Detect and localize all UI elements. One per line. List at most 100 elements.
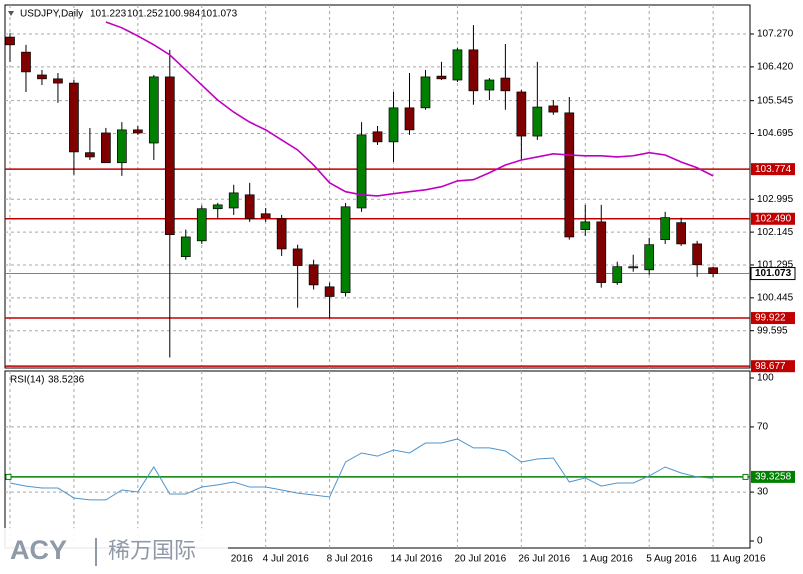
candle-body — [692, 243, 702, 266]
y-tick-label: 99.595 — [757, 325, 788, 336]
candle-body — [596, 221, 607, 283]
candle-body — [180, 236, 191, 258]
rsi-title: RSI(14) — [10, 375, 44, 386]
candle-body — [612, 266, 623, 283]
candle-body — [420, 76, 431, 109]
y-tick-label: 106.420 — [757, 61, 794, 72]
x-tick-label: 14 Jul 2016 — [391, 554, 443, 565]
level-label: 39.3258 — [755, 472, 792, 483]
candle-body — [676, 222, 687, 245]
candle-body — [5, 36, 15, 46]
current-price-box — [750, 267, 796, 281]
y-tick-label: 102.995 — [757, 194, 794, 205]
x-tick-label: 4 Jul 2016 — [263, 554, 310, 565]
candle-body — [436, 75, 447, 80]
candle-body — [148, 76, 159, 144]
level-label: 103.774 — [755, 164, 792, 175]
header-high: 101.252 — [127, 9, 164, 20]
symbol-icon — [8, 11, 14, 16]
candle-body — [164, 76, 175, 235]
header-open: 101.223 — [90, 9, 127, 20]
candle-body — [404, 107, 415, 131]
y-tick-label: 102.145 — [757, 227, 794, 238]
watermark-name: 稀万国际 — [108, 538, 196, 563]
moving-average — [105, 21, 714, 197]
candle-body — [324, 286, 335, 297]
x-tick-label: 2016 — [231, 554, 254, 565]
watermark: ACY 稀万国际 — [0, 528, 228, 574]
watermark-brand: ACY — [10, 535, 67, 565]
candle-body — [548, 105, 559, 113]
level-handle — [5, 473, 12, 480]
rsi-frame — [4, 370, 751, 549]
y-tick-label: 104.695 — [757, 128, 794, 139]
level-handle — [742, 473, 749, 480]
level-label-box — [751, 163, 795, 176]
candle-body — [117, 129, 127, 164]
x-tick-label: 5 Aug 2016 — [646, 554, 697, 565]
candle-body — [628, 266, 639, 269]
y-tick-label: 70 — [757, 422, 769, 433]
y-tick-label: 0 — [757, 536, 763, 547]
candle-body — [276, 218, 287, 250]
rsi-line — [9, 438, 714, 501]
candle-body — [308, 264, 319, 286]
candle-body — [532, 106, 543, 137]
level-label: 98.677 — [755, 361, 786, 372]
candle-body — [132, 129, 143, 134]
candle-body — [228, 192, 239, 209]
candle-body — [484, 79, 495, 91]
y-tick-label: 30 — [757, 487, 769, 498]
x-tick-label: 1 Aug 2016 — [582, 554, 633, 565]
x-tick-label: 26 Jul 2016 — [518, 554, 570, 565]
symbol: USDJPY,Daily — [20, 9, 83, 20]
x-tick-label: 11 Aug 2016 — [710, 554, 766, 565]
candle-body — [292, 248, 303, 266]
candle-body — [516, 91, 527, 137]
candle-body — [388, 107, 399, 143]
level-label-box — [751, 212, 795, 225]
rsi-value: 38.5236 — [48, 375, 85, 386]
header-close: 101.073 — [201, 9, 238, 20]
level-label-box — [751, 312, 795, 325]
level-label: 99.922 — [755, 313, 786, 324]
candle-body — [244, 194, 255, 220]
candle-body — [37, 74, 47, 80]
candle-body — [21, 51, 31, 73]
candle-body — [260, 213, 271, 218]
candle-body — [101, 132, 111, 164]
candle-body — [564, 112, 575, 238]
candle-body — [452, 49, 463, 81]
candle-body — [340, 206, 351, 293]
current-price-label: 101.073 — [755, 268, 792, 279]
candle-body — [196, 208, 207, 242]
candle-body — [53, 78, 63, 84]
candle-body — [356, 134, 367, 209]
candle-body — [660, 217, 671, 241]
candle-body — [85, 152, 95, 158]
level-label-box — [751, 360, 795, 373]
y-tick-label: 107.270 — [757, 29, 794, 40]
y-tick-label: 105.545 — [757, 95, 794, 106]
main-frame — [4, 4, 751, 369]
candle-body — [500, 77, 511, 92]
x-tick-label: 20 Jul 2016 — [454, 554, 506, 565]
level-label: 102.490 — [755, 213, 792, 224]
candle-body — [372, 131, 383, 143]
candle-body — [644, 244, 655, 271]
candle-body — [580, 221, 591, 230]
candle-body — [708, 267, 718, 274]
candle-body — [468, 49, 479, 92]
x-tick-label: 8 Jul 2016 — [327, 554, 374, 565]
watermark-backdrop — [0, 528, 228, 574]
level-label-box — [751, 470, 795, 483]
header-low: 100.984 — [164, 9, 201, 20]
y-tick-label: 100 — [757, 373, 774, 384]
candle-body — [69, 82, 79, 153]
y-tick-label: 100.445 — [757, 292, 794, 303]
candle-body — [212, 204, 223, 210]
y-tick-label: 101.295 — [757, 260, 794, 271]
